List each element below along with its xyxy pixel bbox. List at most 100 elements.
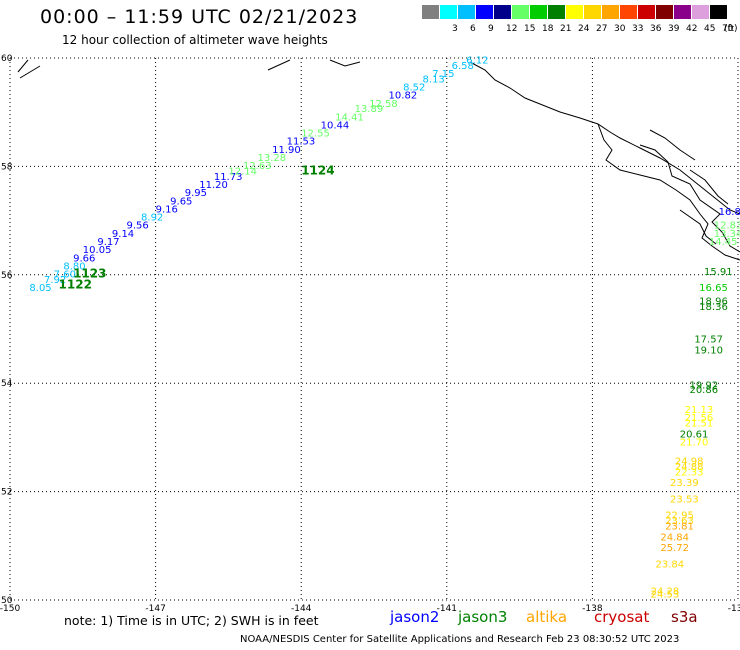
- lon-tick-label: -141: [437, 604, 457, 614]
- lat-tick-label: 52: [1, 488, 12, 498]
- satellite-name: jason3: [458, 608, 508, 626]
- pass-time-label: 1122: [59, 277, 92, 291]
- wave-height-label: 9.95: [185, 188, 207, 199]
- wave-height-label: 20.86: [689, 385, 718, 396]
- scale-swatch: [620, 5, 637, 19]
- wave-height-label: 10.44: [321, 120, 350, 131]
- scale-label: 24: [578, 24, 590, 34]
- coastline-west: [17, 59, 41, 79]
- satellite-name: jason2: [390, 608, 440, 626]
- wave-height-label: 23.84: [655, 559, 684, 570]
- map-title: 00:00 – 11:59 UTC 02/21/2023: [40, 6, 359, 28]
- scale-label: 42: [686, 24, 698, 34]
- wave-height-label: 13.28: [258, 153, 287, 164]
- wave-height-label: 25.72: [660, 543, 689, 554]
- wave-height-label: 13.34: [714, 229, 740, 240]
- wave-height-label: 8.13: [423, 74, 445, 85]
- wave-height-label: 8.92: [141, 213, 163, 224]
- scale-label: 21: [560, 24, 572, 34]
- lat-tick-label: 50: [1, 596, 13, 606]
- footer-note: note: 1) Time is in UTC; 2) SWH is in fe…: [64, 613, 319, 628]
- wave-height-label: 24.98: [675, 457, 704, 468]
- lon-tick-label: -150: [0, 604, 20, 614]
- wave-height-label: 16.88: [719, 207, 740, 218]
- scale-label: 27: [596, 24, 608, 34]
- scale-swatch: [512, 5, 529, 19]
- wave-height-label: 24.84: [660, 532, 689, 543]
- pass-time-label: 1123: [73, 267, 106, 281]
- lon-tick-label: -138: [582, 604, 603, 614]
- wave-height-label: 10.05: [83, 245, 112, 256]
- map-subtitle: 12 hour collection of altimeter wave hei…: [62, 33, 328, 47]
- scale-swatch: [476, 5, 493, 19]
- wave-height-label: 24.53: [651, 589, 680, 600]
- scale-swatch: [530, 5, 547, 19]
- scale-swatch: [548, 5, 565, 19]
- satellite-name: s3a: [671, 608, 698, 626]
- wave-height-label: 24.28: [651, 587, 680, 598]
- scale-label: 36: [650, 24, 662, 34]
- wave-height-label: 7.15: [432, 69, 454, 80]
- wave-height-label: 6.58: [452, 61, 474, 72]
- wave-height-label: 21.56: [685, 413, 714, 424]
- wave-height-label: 21.51: [685, 419, 714, 430]
- wave-height-label: 12.55: [301, 129, 330, 140]
- wave-height-label: 21.70: [680, 438, 709, 449]
- scale-label: 12: [506, 24, 518, 34]
- scale-swatch: [440, 5, 457, 19]
- scale-label: 3: [452, 24, 458, 34]
- wave-height-label: 20.61: [680, 429, 709, 440]
- coastline: [17, 59, 740, 261]
- wave-height-label: 9.16: [156, 204, 178, 215]
- wave-height-label: 22.33: [675, 467, 704, 478]
- scale-swatch: [692, 5, 709, 19]
- wave-height-label: 23.63: [665, 516, 694, 527]
- wave-height-label: 14.41: [335, 112, 364, 123]
- wave-height-label: 12.63: [243, 161, 272, 172]
- wave-height-label: 8.05: [29, 283, 51, 294]
- satellite-name: cryosat: [594, 608, 650, 626]
- wave-height-label: 10.82: [389, 91, 418, 102]
- wave-height-label: 9.14: [112, 229, 134, 240]
- scale-swatch: [656, 5, 673, 19]
- wave-height-label: 23.81: [665, 522, 694, 533]
- wave-height-label: 22.95: [665, 511, 694, 522]
- pass-time-label: 1124: [301, 164, 334, 178]
- scale-swatch: [422, 5, 439, 19]
- wave-height-label: 11.53: [287, 137, 316, 148]
- wave-height-label: 11.73: [214, 172, 243, 183]
- lon-tick-label: -144: [291, 604, 312, 614]
- wave-height-label: 18.36: [699, 302, 728, 313]
- wave-height-label: 12.58: [369, 99, 398, 110]
- wave-height-label: 24.88: [675, 462, 704, 473]
- wave-height-label: 16.65: [699, 283, 728, 294]
- wave-height-label: 9.65: [170, 196, 192, 207]
- footer-credit: NOAA/NESDIS Center for Satellite Applica…: [240, 634, 680, 645]
- scale-swatch: [566, 5, 583, 19]
- scale-label: 18: [542, 24, 554, 34]
- scale-swatch: [458, 5, 475, 19]
- scale-label: 6: [470, 24, 476, 34]
- scale-label: 33: [632, 24, 644, 34]
- scale-label: 39: [668, 24, 680, 34]
- scale-swatch: [584, 5, 601, 19]
- lat-tick-label: 60: [1, 54, 13, 64]
- altimeter-track-a: 8.057.927.608.809.6610.059.179.149.568.9…: [29, 55, 488, 294]
- wave-height-label: 9.66: [73, 253, 95, 264]
- scale-label: 15: [524, 24, 536, 34]
- pass-time-labels: 1123112211241010101010010010: [59, 164, 335, 292]
- scale-swatch: [494, 5, 511, 19]
- lat-tick-label: 54: [1, 379, 13, 389]
- scale-unit: (ft): [724, 24, 738, 34]
- wave-height-label: 6.12: [466, 55, 488, 66]
- wave-height-label: 9.56: [126, 221, 148, 232]
- wave-height-label: 15.91: [704, 267, 733, 278]
- island-chain: [639, 129, 740, 253]
- lat-lon-grid: -150 -147 -144 -141 -138 -135 60 58 56 54 52 50: [0, 54, 740, 614]
- wave-height-label: 13.89: [355, 104, 384, 115]
- scale-swatch: [638, 5, 655, 19]
- scale-label: 70: [722, 24, 734, 34]
- lat-tick-label: 58: [1, 162, 13, 172]
